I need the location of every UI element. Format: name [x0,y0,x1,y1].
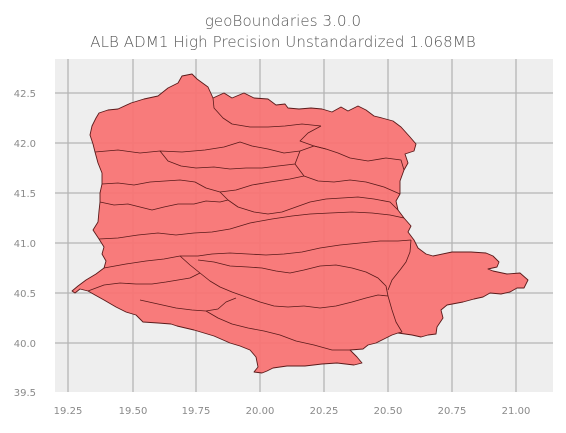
boundary-shkoder-east [212,97,322,128]
figure-subtitle: ALB ADM1 High Precision Unstandardized 1… [90,33,476,51]
boundary-tirane-south [98,211,405,240]
x-tick-label: 20.25 [310,406,339,417]
boundary-kukes-west [299,125,405,171]
boundary-lezhe-mid [159,150,296,170]
x-tick-label: 19.25 [54,406,83,417]
boundary-durres-south [99,199,229,211]
y-tick-label: 41.5 [14,189,36,200]
boundary-berat-inner [197,259,389,297]
x-tick-labels: 19.25 19.50 19.75 20.00 20.25 20.50 20.7… [54,406,531,417]
boundary-fier-east [179,255,305,308]
y-tick-label: 39.5 [14,388,36,399]
x-tick-label: 20.75 [438,406,467,417]
y-tick-label: 40.5 [14,289,36,300]
boundary-vlore-north [139,297,237,312]
boundary-korce-north [387,239,412,291]
y-tick-labels: 42.5 42.0 41.5 41.0 40.5 40.0 39.5 [14,89,36,399]
boundary-diber-west [219,191,399,215]
x-tick-label: 20.50 [374,406,403,417]
x-tick-label: 20.00 [246,406,275,417]
boundary-kukes-south [294,150,401,195]
boundary-vlore-east [205,310,350,351]
y-tick-label: 41.0 [14,239,36,250]
region-boundaries [87,97,412,351]
albania-adm1-regions [71,73,529,374]
x-tick-label: 19.50 [119,406,148,417]
figure-title: geoBoundaries 3.0.0 [204,12,362,30]
boundary-lezhe-south [101,175,305,193]
boundary-fier-west [87,272,201,292]
boundary-shkoder-south [94,141,327,154]
x-tick-label: 19.75 [182,406,211,417]
boundary-gjirokaster-north [303,294,389,309]
y-tick-label: 40.0 [14,339,36,350]
boundary-elbasan-south [103,239,412,269]
boundary-korce-west [387,295,403,334]
x-tick-label: 21.00 [502,406,531,417]
y-tick-label: 42.5 [14,89,36,100]
y-tick-label: 42.0 [14,139,36,150]
